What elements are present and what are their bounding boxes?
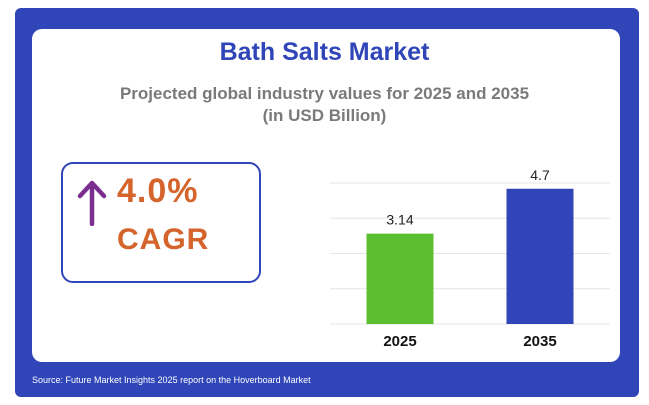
x-tick-label-2025: 2025 bbox=[383, 333, 416, 350]
cagr-box bbox=[61, 162, 261, 283]
chart-subtitle: Projected global industry values for 202… bbox=[0, 83, 649, 127]
subtitle-line-2: (in USD Billion) bbox=[262, 106, 387, 125]
arrow-up-icon bbox=[77, 180, 107, 226]
bar-2025 bbox=[366, 233, 434, 324]
source-note: Source: Future Market Insights 2025 repo… bbox=[32, 375, 311, 385]
x-tick-label-2035: 2035 bbox=[523, 333, 556, 350]
data-label-2035: 4.7 bbox=[530, 167, 550, 183]
bar-2035 bbox=[506, 188, 574, 324]
chart-title: Bath Salts Market bbox=[219, 38, 430, 66]
cagr-label: CAGR bbox=[117, 223, 210, 256]
data-label-2025: 3.14 bbox=[386, 212, 413, 228]
subtitle-line-1: Projected global industry values for 202… bbox=[119, 84, 530, 103]
cagr-value: 4.0% bbox=[117, 172, 199, 210]
